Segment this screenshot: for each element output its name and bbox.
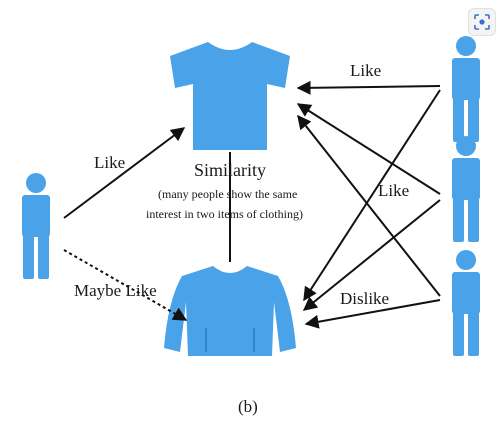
sweater-icon <box>164 266 296 356</box>
person-icon-left <box>22 173 50 279</box>
similarity-label: Similarity <box>194 160 266 180</box>
person-icon-right-bottom <box>452 250 480 356</box>
left-like-arrow <box>63 127 186 219</box>
similarity-note-line-1: (many people show the same <box>158 187 297 201</box>
bottom-dislike-arrow <box>304 299 441 329</box>
figure-caption: (b) <box>238 397 258 416</box>
maybe-like-label: Maybe Like <box>74 281 157 300</box>
middle-like-arrow <box>296 103 441 195</box>
person-icon-right-top <box>452 36 480 142</box>
middle-to-sweater-arrow <box>302 199 441 311</box>
person-icon-right-middle <box>452 136 480 242</box>
similarity-note-line-2: interest in two items of clothing) <box>146 207 303 221</box>
lens-glyph-icon <box>474 14 490 30</box>
like-label-middle-right: Like <box>378 181 409 200</box>
top-like-arrow <box>296 80 441 95</box>
visual-search-icon[interactable] <box>468 8 496 36</box>
tshirt-icon <box>170 42 290 150</box>
top-to-sweater-arrow <box>303 89 441 302</box>
dislike-label: Dislike <box>340 289 389 308</box>
bottom-to-tshirt-arrow <box>297 114 441 297</box>
like-label-left: Like <box>94 153 125 172</box>
like-label-top-right: Like <box>350 61 381 80</box>
